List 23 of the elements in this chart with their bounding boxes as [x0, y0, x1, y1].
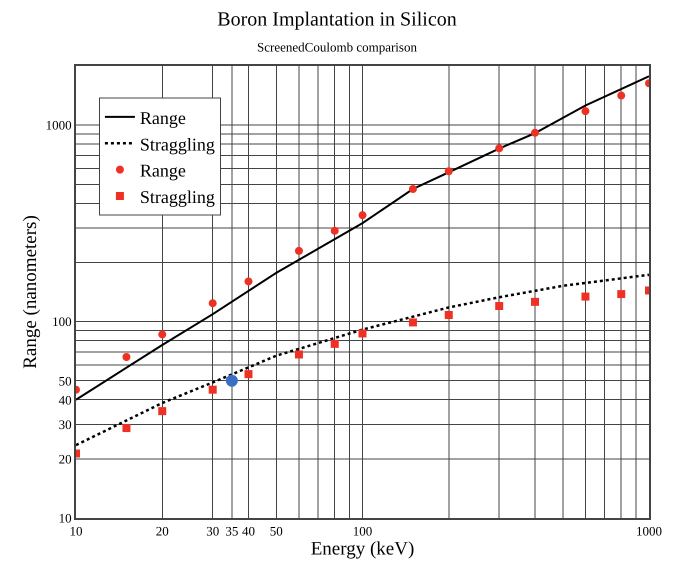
y-tick-label: 50: [58, 373, 72, 388]
legend-label: Straggling: [140, 134, 215, 154]
x-axis-title: Energy (keV): [310, 538, 414, 560]
y-tick-label: 30: [58, 416, 72, 432]
y-tick-label: 100: [52, 314, 72, 330]
y-tick-label: 20: [58, 451, 72, 466]
x-tick-label: 20: [156, 523, 169, 538]
legend-label: Straggling: [140, 187, 215, 208]
chart-title: Boron Implantation in Silicon: [217, 8, 457, 31]
x-tick-label: 100: [352, 523, 372, 538]
legend-label: Range: [140, 108, 186, 128]
y-tick-label: 1000: [46, 118, 72, 133]
x-tick-label: 10: [70, 523, 82, 538]
y-axis-title: Range (nanometers): [20, 215, 41, 369]
legend-label: Range: [140, 160, 186, 181]
x-tick-label: 35: [225, 523, 238, 538]
x-tick-label: 1000: [636, 523, 662, 538]
chart-subtitle: ScreenedCoulomb comparison: [257, 40, 418, 55]
x-tick-label: 30: [206, 523, 220, 538]
y-tick-label: 40: [58, 392, 72, 408]
x-tick-label: 50: [270, 523, 283, 538]
x-tick-label: 40: [242, 523, 255, 538]
y-tick-label: 10: [58, 510, 72, 526]
